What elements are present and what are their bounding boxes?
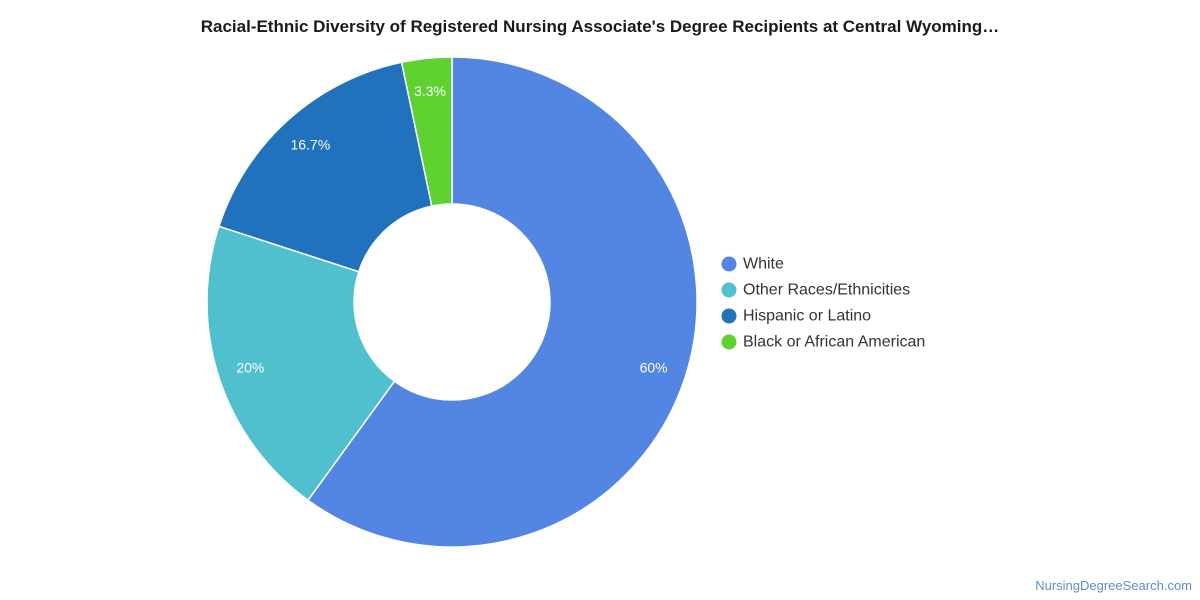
legend-swatch xyxy=(721,308,737,324)
slice-label-white: 60% xyxy=(640,360,668,376)
slices-group xyxy=(206,56,698,548)
legend-item-other-races-ethnicities[interactable]: Other Races/Ethnicities xyxy=(721,282,911,299)
legend-item-white[interactable]: White xyxy=(721,256,785,273)
legend-swatch xyxy=(721,334,737,350)
legend-item-black-or-african-american[interactable]: Black or African American xyxy=(721,334,926,351)
slice-black-or-african-american[interactable] xyxy=(400,56,453,207)
slice-label-hispanic-or-latino: 16.7% xyxy=(290,136,330,152)
legend-label: Other Races/Ethnicities xyxy=(743,282,910,299)
legend-label: Black or African American xyxy=(743,334,925,351)
chart-title: Racial-Ethnic Diversity of Registered Nu… xyxy=(200,17,1000,36)
slice-label-other-races-ethnicities: 20% xyxy=(236,360,264,376)
legend-item-hispanic-or-latino[interactable]: Hispanic or Latino xyxy=(721,308,872,325)
legend-swatch xyxy=(721,282,737,298)
slice-labels-group: 60% 20% 16.7% 3.3% xyxy=(236,83,667,375)
slice-label-black-or-african-american: 3.3% xyxy=(414,83,446,99)
legend: White Other Races/Ethnicities Hispanic or … xyxy=(721,256,926,351)
legend-swatch xyxy=(721,256,737,272)
legend-label: White xyxy=(743,256,784,273)
legend-label: Hispanic or Latino xyxy=(743,308,871,325)
slice-other-races-ethnicities[interactable] xyxy=(206,225,396,502)
slice-white[interactable] xyxy=(306,56,698,548)
source-watermark[interactable]: NursingDegreeSearch.com xyxy=(1035,578,1192,593)
slice-hispanic-or-latino[interactable] xyxy=(218,61,433,273)
